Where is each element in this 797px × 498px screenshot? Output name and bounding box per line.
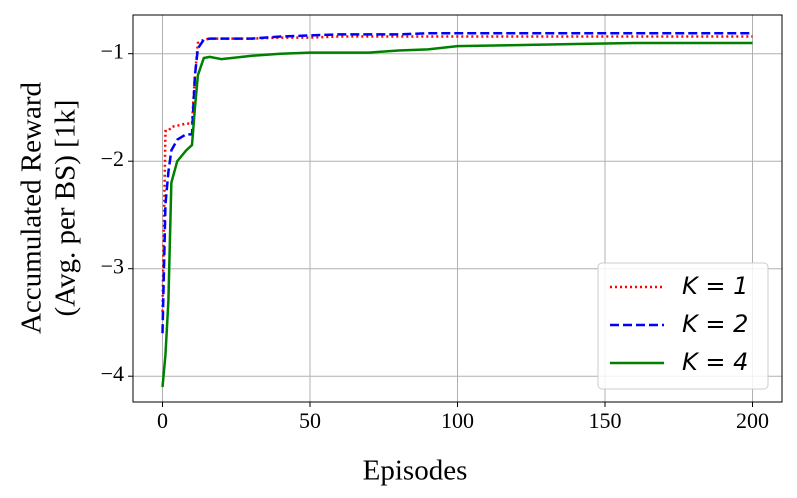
legend-label: K = 4	[682, 348, 748, 376]
series-line	[161, 41, 753, 388]
y-tick-label: −2	[101, 146, 124, 171]
legend-label: K = 2	[682, 310, 748, 338]
legend-label: K = 1	[682, 272, 748, 300]
x-tick-label: 200	[736, 408, 769, 433]
series-line	[161, 35, 753, 312]
legend-box	[597, 262, 769, 390]
y-axis-label: (Avg. per BS) [1k]	[50, 100, 82, 317]
x-tick-label: 150	[589, 408, 622, 433]
y-tick-label: −1	[101, 39, 124, 64]
x-tick-label: 100	[441, 408, 474, 433]
y-tick-label: −3	[101, 254, 124, 279]
plot-frame	[132, 14, 783, 403]
x-tick-label: 0	[157, 408, 168, 433]
y-tick-label: −4	[101, 361, 124, 386]
x-tick-label: 50	[299, 408, 321, 433]
x-axis-label: Episodes	[363, 455, 468, 487]
y-axis-label: Accumulated Reward	[16, 81, 48, 334]
series-line	[161, 32, 753, 334]
